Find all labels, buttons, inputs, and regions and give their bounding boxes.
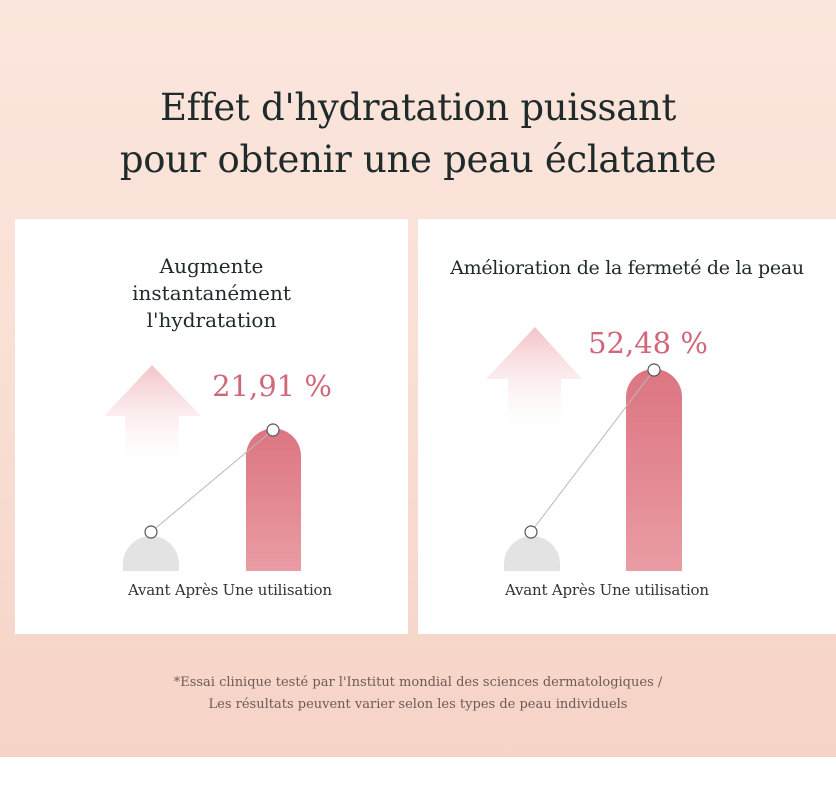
trend-line (150, 429, 274, 533)
footnote-line-1: *Essai clinique testé par l'Institut mon… (173, 675, 663, 690)
hydration-x-labels: Avant Après Une utilisation (128, 581, 332, 599)
hydration-increase-label: 21,91 % (212, 369, 332, 403)
hydration-chart: 21,91 % (104, 365, 332, 571)
headline: Effet d'hydratation puissant pour obteni… (0, 82, 836, 186)
firmness-card-title: Amélioration de la fermeté de la peau (418, 255, 836, 282)
increase-arrow-icon (104, 365, 201, 475)
trend-line (530, 369, 655, 533)
firmness-increase-label: 52,48 % (588, 326, 708, 360)
after-point (647, 363, 661, 377)
headline-line-1: Effet d'hydratation puissant (159, 86, 677, 129)
hydration-title-line-3: l'hydratation (146, 308, 277, 332)
firmness-card: Amélioration de la fermeté de la peau 52… (418, 219, 836, 634)
hydration-card: Augmente instantanément l'hydratation (15, 219, 408, 634)
after-bar (626, 369, 682, 571)
before-bar (123, 536, 179, 571)
before-bar (504, 536, 560, 571)
hydration-title-line-2: instantanément (132, 281, 291, 305)
before-point (524, 525, 538, 539)
footnote: *Essai clinique testé par l'Institut mon… (0, 672, 836, 716)
firmness-x-labels: Avant Après Une utilisation (505, 581, 709, 599)
firmness-title-line-1: Amélioration de la fermeté de la peau (450, 257, 804, 279)
footnote-line-2: Les résultats peuvent varier selon les t… (208, 697, 628, 712)
increase-arrow-icon (486, 327, 582, 441)
before-point (144, 525, 158, 539)
after-point (266, 423, 280, 437)
headline-line-2: pour obtenir une peau éclatante (119, 138, 717, 181)
after-bar (246, 428, 301, 571)
hydration-title-line-1: Augmente (159, 254, 264, 278)
hydration-card-title: Augmente instantanément l'hydratation (15, 253, 408, 334)
firmness-chart: 52,48 % (486, 326, 708, 571)
page-background: Effet d'hydratation puissant pour obteni… (0, 0, 836, 757)
